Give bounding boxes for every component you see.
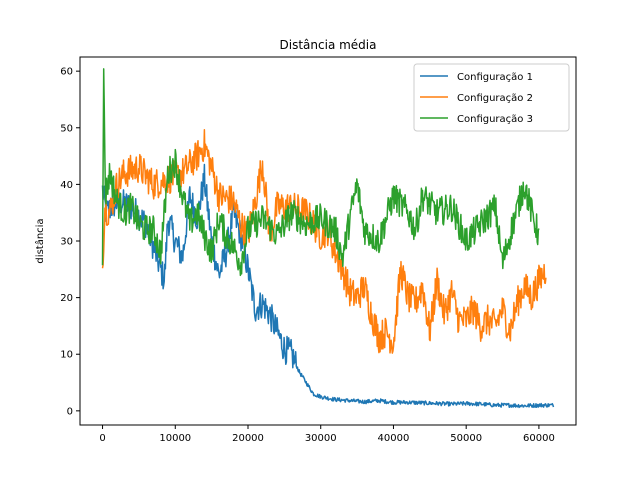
y-tick-label: 0: [67, 406, 73, 417]
y-tick-label: 20: [60, 293, 73, 304]
x-tick-label: 60000: [523, 433, 555, 444]
x-tick-label: 0: [99, 433, 105, 444]
legend: Configuração 1 Configuração 2 Configuração…: [413, 63, 570, 132]
legend-box: [413, 63, 570, 132]
y-tick-label: 10: [60, 350, 73, 361]
y-tick-label: 50: [60, 123, 73, 134]
series-line-1: [101, 163, 555, 409]
x-tick-label: 10000: [159, 433, 191, 444]
legend-label-1: Configuração 1: [457, 72, 533, 83]
legend-label-2: Configuração 2: [457, 93, 533, 104]
y-tick-label: 30: [60, 237, 73, 248]
x-tick-label: 50000: [450, 433, 482, 444]
series-layer: [101, 68, 555, 409]
x-tick-label: 40000: [378, 433, 410, 444]
series-line-3: [101, 68, 540, 277]
x-tick-label: 20000: [232, 433, 264, 444]
y-axis: 0 10 20 30 40 50 60: [60, 67, 80, 417]
legend-label-3: Configuração 3: [457, 114, 533, 125]
y-axis-label: distância: [34, 218, 46, 263]
x-axis: 0 10000 20000 30000 40000 50000 60000: [99, 425, 555, 444]
chart-title: Distância média: [280, 38, 377, 52]
x-tick-label: 30000: [305, 433, 337, 444]
y-tick-label: 40: [60, 180, 73, 191]
y-tick-label: 60: [60, 67, 73, 78]
